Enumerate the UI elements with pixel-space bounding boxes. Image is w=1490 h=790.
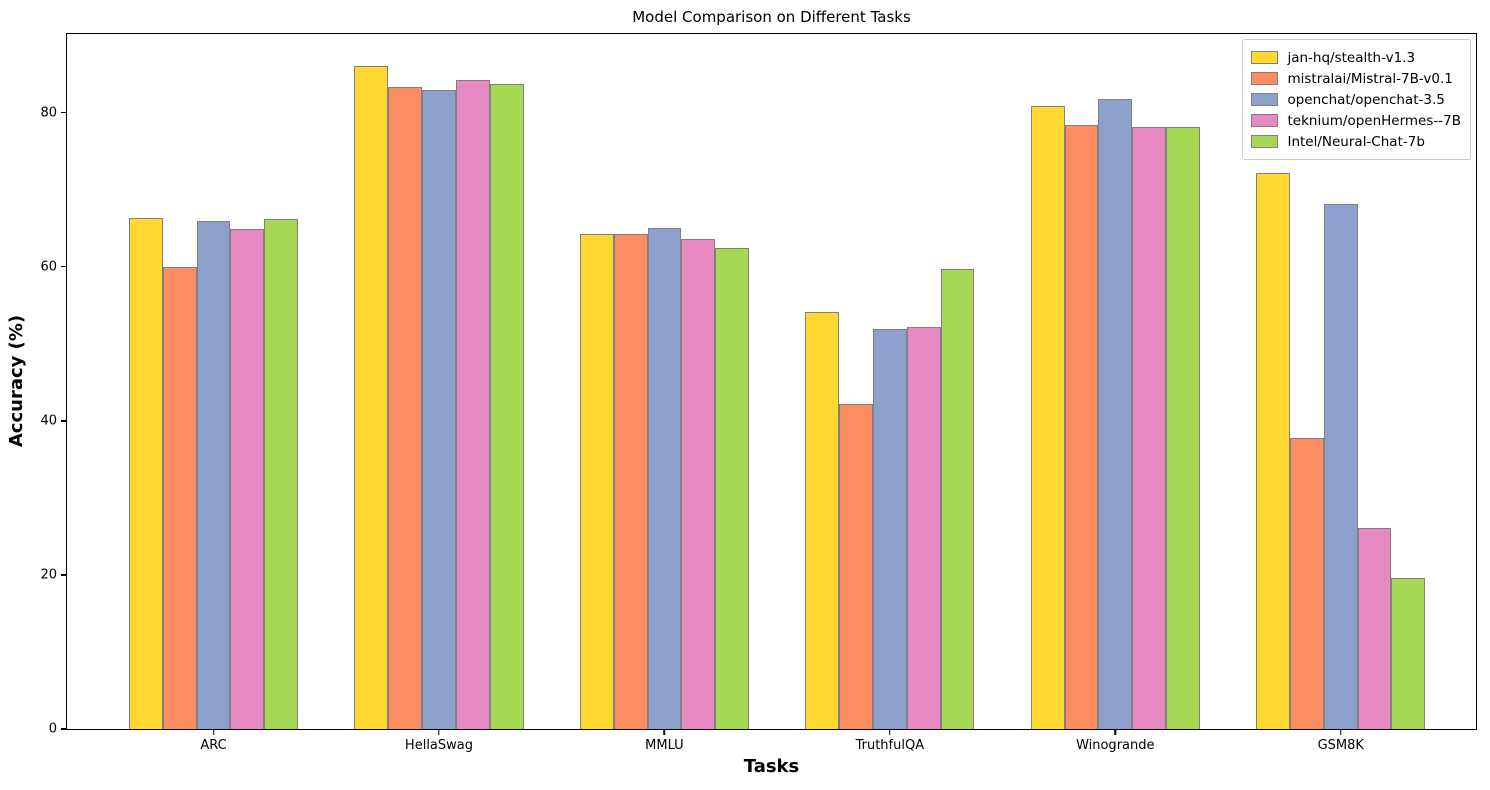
legend-item-2: openchat/openchat-3.5	[1251, 89, 1461, 110]
x-tick-mark	[889, 729, 891, 735]
x-tick-label-mmlu: MMLU	[645, 738, 684, 753]
bar-hellaswag-series-0	[354, 66, 389, 729]
bar-winogrande-series-3	[1132, 127, 1167, 729]
bar-winogrande-series-1	[1064, 124, 1099, 729]
legend-label: mistralai/Mistral-7B-v0.1	[1287, 70, 1453, 87]
legend-label: Intel/Neural-Chat-7b	[1287, 133, 1425, 150]
bar-gsm8k-series-3	[1357, 527, 1392, 729]
x-tick-label-arc: ARC	[200, 738, 227, 753]
bar-winogrande-series-4	[1166, 127, 1200, 729]
bar-mmlu-series-4	[715, 248, 749, 729]
x-tick-mark	[212, 729, 215, 735]
bar-mmlu-series-0	[579, 233, 614, 729]
bar-gsm8k-series-0	[1256, 172, 1290, 729]
x-axis-label: Tasks	[743, 756, 800, 777]
y-tick-label: 0	[48, 721, 57, 737]
x-tick-mark	[1339, 729, 1342, 735]
bar-winogrande-series-2	[1098, 98, 1133, 729]
y-tick-mark	[61, 574, 67, 576]
bar-arc-series-2	[196, 221, 231, 729]
bar-truthfulqa-series-0	[805, 312, 840, 729]
bar-hellaswag-series-1	[388, 87, 423, 729]
legend-items: jan-hq/stealth-v1.3 mistralai/Mistral-7B-…	[1251, 47, 1461, 152]
x-tick-label-hellaswag: HellaSwag	[404, 738, 474, 753]
bar-arc-series-3	[230, 228, 265, 729]
legend-label: teknium/openHermes--7B	[1287, 112, 1461, 129]
bar-gsm8k-series-4	[1391, 577, 1426, 729]
y-tick-label: 40	[40, 413, 57, 429]
chart-title: Model Comparison on Different Tasks	[632, 8, 911, 26]
x-tick-mark	[438, 729, 440, 735]
bar-arc-series-0	[128, 218, 163, 729]
bar-gsm8k-series-1	[1290, 437, 1324, 729]
x-tick-label-gsm8k: GSM8K	[1317, 738, 1364, 753]
legend-swatch-icon	[1251, 114, 1279, 127]
y-tick-label: 20	[40, 567, 57, 583]
legend-label: openchat/openchat-3.5	[1287, 91, 1445, 108]
bar-truthfulqa-series-4	[940, 269, 975, 729]
x-tick-mark	[1114, 729, 1117, 735]
y-tick-mark	[61, 420, 67, 422]
bar-winogrande-series-0	[1030, 106, 1065, 729]
legend-swatch-icon	[1251, 51, 1279, 64]
plot-area: 0 20 40 60 80 ARC HellaSwag MMLU TruthfulQA Wino…	[40, 33, 1477, 753]
y-tick-mark	[61, 265, 67, 268]
y-tick-label: 80	[40, 105, 57, 121]
bar-truthfulqa-series-3	[906, 326, 941, 729]
legend-item-3: teknium/openHermes--7B	[1251, 110, 1461, 131]
y-tick-mark	[61, 111, 67, 114]
legend-swatch-icon	[1251, 72, 1279, 85]
bar-hellaswag-series-4	[489, 84, 524, 729]
legend-label: jan-hq/stealth-v1.3	[1287, 49, 1416, 66]
bar-gsm8k-series-2	[1323, 203, 1358, 729]
x-tick-mark	[663, 729, 666, 735]
bar-mmlu-series-3	[681, 238, 716, 729]
bar-truthfulqa-series-1	[839, 403, 873, 729]
x-tick-label-winogrande: Winogrande	[1076, 738, 1155, 753]
x-tick-label-truthfulqa: TruthfulQA	[855, 738, 925, 753]
bar-hellaswag-series-2	[422, 90, 456, 729]
bar-mmlu-series-1	[613, 234, 648, 729]
legend-swatch-icon	[1251, 135, 1279, 148]
bar-mmlu-series-2	[647, 228, 682, 729]
legend: jan-hq/stealth-v1.3 mistralai/Mistral-7B-…	[1242, 39, 1471, 160]
y-tick-mark	[61, 728, 67, 730]
y-axis-label: Accuracy (%)	[6, 314, 27, 448]
bar-truthfulqa-series-2	[872, 329, 907, 729]
bar-arc-series-4	[264, 218, 299, 729]
legend-item-0: jan-hq/stealth-v1.3	[1251, 47, 1461, 68]
legend-swatch-icon	[1251, 93, 1279, 106]
legend-item-4: Intel/Neural-Chat-7b	[1251, 131, 1461, 152]
bar-hellaswag-series-3	[455, 80, 490, 729]
bar-arc-series-1	[162, 266, 197, 729]
legend-item-1: mistralai/Mistral-7B-v0.1	[1251, 68, 1461, 89]
y-tick-label: 60	[40, 259, 57, 275]
